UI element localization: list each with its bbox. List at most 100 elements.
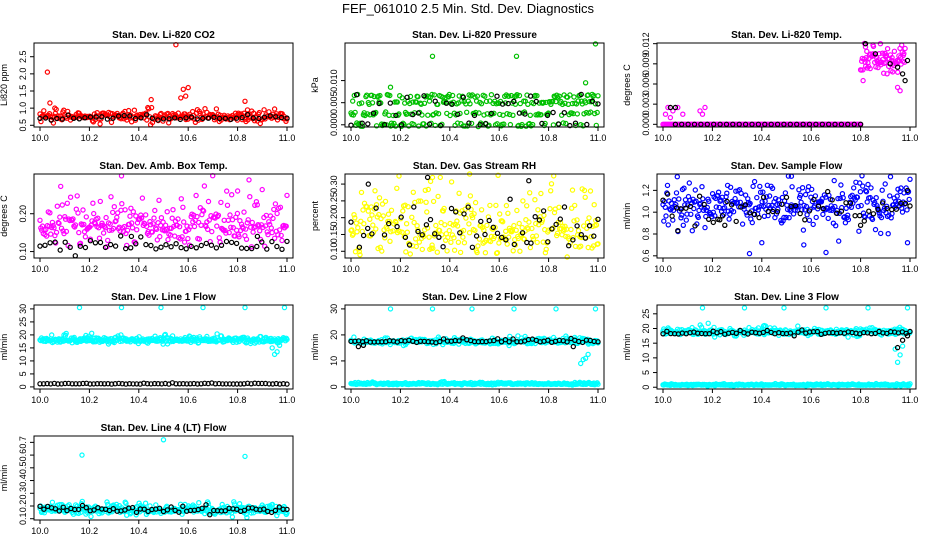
data-point (72, 222, 79, 228)
data-point (157, 222, 164, 229)
data-point (429, 242, 435, 248)
data-point (271, 106, 278, 112)
data-point (838, 121, 845, 128)
data-point (711, 121, 717, 128)
data-point (107, 241, 114, 248)
data-point (893, 198, 899, 205)
y-tick-label: 10 (329, 356, 339, 366)
data-point (781, 305, 787, 311)
data-point (56, 220, 62, 227)
data-point (738, 204, 744, 210)
data-point (894, 359, 901, 365)
data-point (532, 213, 538, 220)
data-point (460, 234, 466, 240)
data-point (216, 115, 223, 122)
data-point (469, 244, 476, 250)
data-point (739, 221, 746, 227)
data-point (57, 247, 63, 253)
data-point (425, 112, 431, 118)
data-point (200, 115, 206, 122)
data-point (171, 115, 178, 121)
data-point (108, 194, 114, 200)
data-point (548, 181, 555, 187)
y-tick-label: 1.5 (18, 85, 28, 98)
data-point (182, 93, 189, 99)
y-tick-label: 15 (18, 343, 28, 353)
data-point (742, 121, 749, 128)
data-point (424, 209, 430, 215)
data-point (267, 113, 273, 119)
data-point (561, 204, 568, 210)
data-point (665, 222, 672, 228)
data-point (230, 224, 236, 231)
data-point (719, 213, 726, 219)
data-point (865, 305, 871, 311)
data-point (593, 222, 600, 228)
data-point (586, 215, 592, 221)
data-point (385, 211, 392, 217)
data-point (350, 231, 356, 237)
data-point (279, 246, 285, 252)
data-point (218, 242, 225, 248)
data-point (692, 187, 699, 193)
data-point (243, 245, 250, 252)
data-point (879, 200, 886, 206)
data-point (483, 237, 489, 243)
x-tick-label: 10.8 (852, 395, 870, 405)
data-point (889, 54, 895, 61)
data-point (188, 243, 194, 250)
data-point (415, 228, 421, 235)
data-point (218, 199, 224, 206)
data-point (902, 77, 908, 84)
data-point (813, 214, 819, 221)
data-point (239, 114, 245, 121)
data-point (699, 111, 706, 117)
data-point (426, 121, 433, 127)
data-point (157, 233, 163, 240)
data-point (413, 243, 419, 250)
data-point (214, 223, 220, 229)
data-point (109, 209, 116, 216)
x-tick-label: 10.2 (81, 133, 99, 143)
data-point (440, 94, 446, 100)
data-point (53, 229, 60, 236)
data-point (353, 91, 360, 98)
data-point (863, 188, 870, 195)
plot-frame (33, 304, 294, 390)
data-point (774, 208, 781, 215)
data-point (692, 223, 698, 229)
data-point (81, 228, 88, 235)
data-point (890, 69, 896, 75)
y-tick-label: 0.010 (329, 69, 339, 92)
data-point (573, 122, 579, 129)
data-point (228, 191, 235, 198)
data-point (373, 205, 379, 211)
data-point (884, 46, 891, 52)
data-point (540, 208, 547, 214)
data-points (348, 306, 601, 388)
data-point (87, 237, 94, 244)
data-point (206, 217, 212, 223)
data-point (200, 304, 206, 311)
data-point (733, 218, 739, 225)
y-axis-label: percent (310, 200, 320, 231)
data-point (146, 232, 152, 238)
data-point (55, 219, 61, 226)
data-point (463, 215, 469, 221)
x-tick-label: 11.0 (902, 133, 919, 143)
data-point (394, 99, 400, 105)
data-point (438, 122, 444, 129)
data-point (491, 233, 498, 240)
data-point (494, 121, 500, 127)
data-point (119, 200, 125, 207)
data-point (823, 249, 829, 256)
data-point (108, 119, 115, 126)
data-point (173, 240, 179, 247)
data-point (47, 210, 53, 216)
data-point (216, 235, 222, 241)
data-point (399, 95, 405, 101)
data-point (700, 196, 706, 202)
data-point (478, 207, 485, 213)
data-point (133, 226, 140, 233)
